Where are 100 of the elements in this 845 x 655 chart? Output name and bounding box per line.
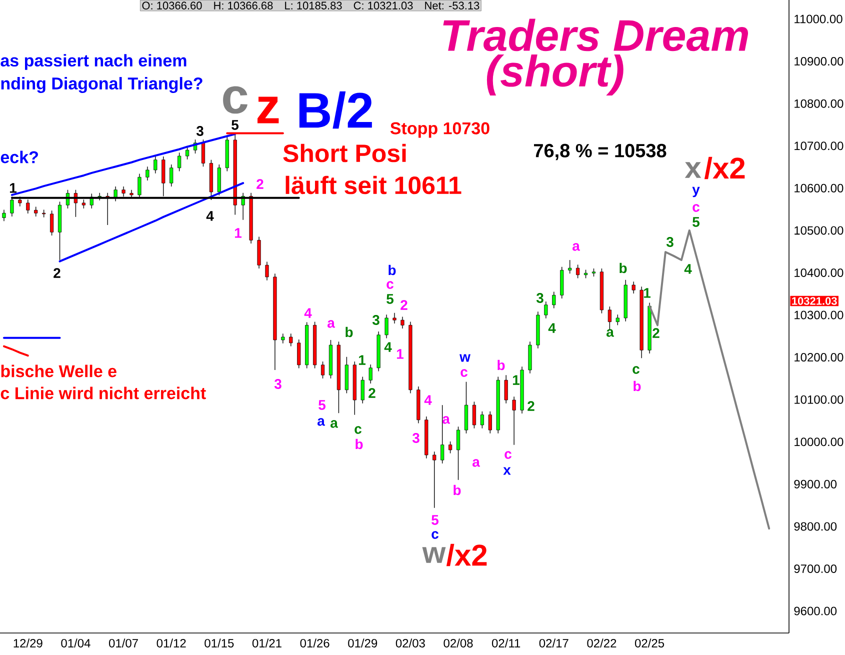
annotation: L: 10185.83 (285, 2, 342, 10)
candlestick (185, 146, 190, 160)
annotation: a (330, 420, 338, 428)
annotation: b (454, 484, 461, 496)
annotation: c (386, 281, 394, 289)
x-tick-label: 02/03 (396, 638, 425, 648)
y-tick-label: 10000.00 (794, 438, 844, 446)
annotation: 2 (652, 328, 660, 338)
y-tick-label: 10200.00 (794, 353, 844, 362)
x-tick-label: 12/29 (14, 638, 42, 648)
y-tick-label: 10400.00 (794, 268, 844, 277)
candlestick (544, 301, 548, 319)
candlestick (576, 264, 580, 279)
annotation: 2 (54, 268, 60, 278)
annotation: a (318, 418, 325, 426)
candlestick (456, 426, 460, 480)
candlestick (440, 404, 444, 464)
x-tick-label: 01/26 (300, 638, 330, 648)
annotation: 5 (232, 120, 239, 130)
annotation: eck? (0, 150, 38, 164)
annotation: 1 (396, 349, 404, 359)
candlestick (50, 210, 54, 236)
annotation: 3 (412, 433, 420, 443)
x-tick-label: 02/17 (539, 638, 568, 648)
x-tick-label: 01/12 (156, 638, 186, 648)
candlestick (154, 156, 158, 174)
annotation: /x2 (446, 544, 487, 566)
candlestick (608, 306, 612, 330)
y-tick-label: 10900.00 (794, 57, 844, 66)
candlestick (2, 209, 6, 222)
annotation: x (503, 467, 511, 475)
annotation: 5 (386, 294, 394, 304)
annotation: w (422, 547, 446, 563)
annotation: 5 (318, 400, 326, 410)
x-tick-label: 01/15 (204, 638, 234, 648)
annotation: 76,8 % = 10538 (534, 144, 666, 160)
candlestick (34, 206, 38, 217)
annotation: 4 (206, 211, 214, 221)
candlestick (368, 364, 372, 384)
annotation: 2 (528, 401, 534, 411)
annotation: Short Posi (283, 144, 406, 162)
annotation: 5 (692, 217, 700, 227)
annotation: 3 (536, 293, 544, 303)
annotation: 2 (400, 300, 408, 310)
annotation: x (684, 162, 702, 178)
candlestick (448, 441, 452, 454)
y-tick-label: 11000.00 (794, 14, 842, 24)
candlestick (488, 411, 492, 434)
annotation: c (504, 451, 512, 459)
annotation: 5 (432, 515, 439, 525)
annotation: 4 (548, 323, 556, 333)
annotation: 1 (358, 355, 366, 365)
annotation: as passiert nach einem (0, 54, 186, 70)
annotation: O: 10366.60 (142, 2, 202, 10)
annotation: 2 (368, 388, 376, 398)
annotation: 4 (424, 395, 432, 405)
candlestick (289, 333, 293, 347)
candlestick (504, 374, 508, 404)
x-tick-label: 02/22 (587, 638, 616, 648)
candlestick (616, 314, 620, 326)
y-tick-label: 10600.00 (794, 184, 844, 192)
annotation: c (460, 369, 468, 377)
x-tick-label: 01/04 (61, 638, 90, 648)
annotation: b (346, 326, 353, 338)
annotation: 4 (304, 308, 312, 318)
annotation: 3 (196, 126, 204, 136)
x-tick-label: 02/25 (634, 638, 664, 648)
line-series (2, 345, 29, 357)
x-tick-label: 02/11 (492, 638, 520, 648)
annotation: a (442, 416, 450, 424)
x-tick-label: 01/07 (108, 638, 138, 648)
candlestick (432, 451, 436, 508)
annotation: c (692, 204, 700, 212)
annotation: H: 10366.68 (214, 2, 273, 10)
x-tick-label: 01/21 (252, 638, 282, 648)
line-series (648, 229, 770, 530)
candlestick (400, 316, 404, 329)
annotation: a (572, 243, 580, 251)
candlestick (297, 339, 301, 369)
candlestick (178, 152, 182, 172)
annotation: b (634, 380, 641, 392)
annotation: c (432, 531, 438, 539)
annotation: c Linie wird nicht erreicht (0, 386, 206, 400)
annotation: 4 (684, 264, 692, 274)
annotation: a (472, 459, 480, 467)
annotation: b (620, 262, 627, 274)
annotation: Net: -53.13 (425, 2, 480, 10)
x-tick-label: 02/08 (444, 638, 473, 648)
annotation: 3 (666, 237, 674, 247)
candlestick (568, 260, 572, 274)
annotation: w (460, 354, 470, 362)
y-tick-label: 10500.00 (794, 226, 844, 235)
x-tick-label: 01/29 (348, 638, 378, 648)
text: (short) (486, 54, 624, 96)
y-tick-label: 10700.00 (794, 142, 844, 150)
y-tick-label: 9800.00 (794, 522, 837, 531)
text: 10321.03 (792, 297, 837, 305)
candlestick (384, 314, 388, 339)
annotation: C: 10321.03 (354, 2, 413, 10)
annotation: 1 (234, 228, 242, 238)
